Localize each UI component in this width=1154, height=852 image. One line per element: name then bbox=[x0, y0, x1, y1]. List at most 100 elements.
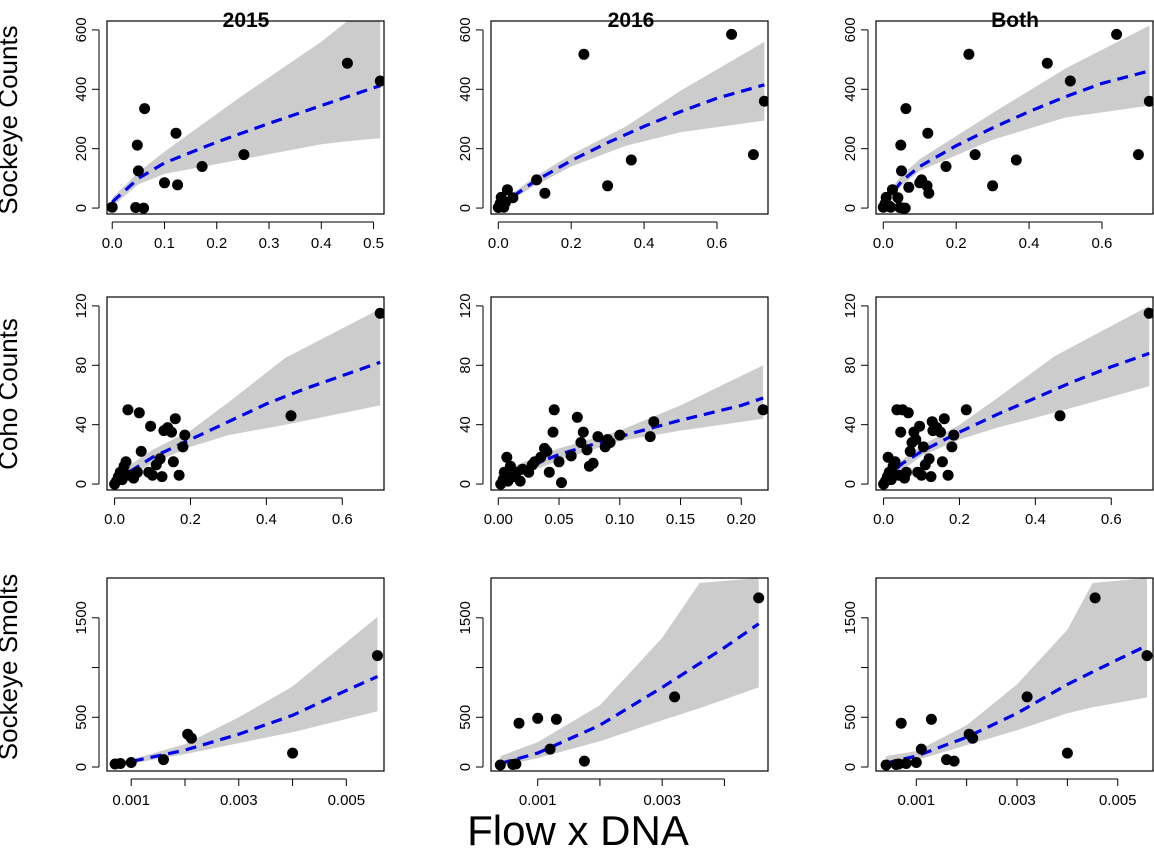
x-tick-label: 0.3 bbox=[259, 235, 280, 252]
data-point bbox=[587, 457, 599, 469]
plot-area bbox=[109, 616, 383, 770]
panel-coho-counts-2015: 0.0 0.2 0.4 0.6 0 40 80 120 bbox=[73, 293, 385, 528]
data-point bbox=[880, 191, 892, 203]
data-point bbox=[501, 184, 513, 196]
data-point bbox=[565, 450, 577, 462]
y-tick-label: 500 bbox=[842, 705, 859, 730]
data-point bbox=[967, 732, 979, 744]
x-tick-label: 0.20 bbox=[727, 511, 756, 528]
plot-area bbox=[494, 578, 765, 771]
y-tick-label: 0 bbox=[457, 763, 474, 771]
data-point bbox=[166, 426, 177, 438]
x-axis: 0.0 0.2 0.4 0.6 bbox=[104, 497, 353, 528]
y-tick-label: 40 bbox=[457, 416, 474, 433]
x-tick-label: 0.00 bbox=[484, 511, 513, 528]
data-point bbox=[1141, 650, 1153, 662]
fit-line bbox=[111, 84, 381, 204]
y-tick-label: 600 bbox=[457, 17, 474, 42]
data-point bbox=[556, 477, 567, 489]
data-point bbox=[1061, 747, 1073, 759]
data-point bbox=[914, 420, 926, 432]
y-tick-label: 80 bbox=[457, 357, 474, 374]
x-axis: 0.001 0.003 0.005 bbox=[112, 778, 365, 809]
x-tick-label: 0.0 bbox=[873, 511, 894, 528]
col-title-both: Both bbox=[991, 9, 1039, 32]
panel-frame bbox=[875, 296, 1154, 491]
y-tick-label: 0 bbox=[457, 204, 474, 212]
data-point bbox=[548, 404, 560, 416]
data-point bbox=[501, 451, 513, 463]
data-point bbox=[341, 57, 353, 69]
y-tick-label: 0 bbox=[73, 204, 90, 212]
x-tick-label: 0.2 bbox=[180, 511, 201, 528]
data-point bbox=[895, 426, 907, 438]
data-point bbox=[531, 174, 543, 186]
panel-frame bbox=[106, 577, 385, 772]
data-point bbox=[541, 445, 553, 457]
x-tick-label: 0.003 bbox=[643, 792, 681, 809]
y-tick-label: 1500 bbox=[457, 601, 474, 634]
data-point bbox=[185, 732, 197, 744]
data-point bbox=[1143, 95, 1153, 107]
data-point bbox=[892, 192, 904, 204]
x-tick-label: 0.4 bbox=[634, 235, 655, 252]
y-tick-label: 120 bbox=[73, 293, 90, 318]
x-tick-label: 0.003 bbox=[998, 792, 1036, 809]
data-point bbox=[145, 420, 157, 432]
data-point bbox=[1089, 592, 1101, 604]
y-tick-label: 0 bbox=[842, 763, 859, 771]
data-point bbox=[107, 201, 118, 213]
data-point bbox=[960, 404, 972, 416]
data-point bbox=[122, 404, 134, 416]
data-point bbox=[494, 759, 506, 771]
data-point bbox=[159, 177, 170, 189]
x-tick-label: 0.0 bbox=[104, 511, 125, 528]
x-tick-label: 0.05 bbox=[544, 511, 573, 528]
data-point bbox=[177, 441, 189, 453]
data-point bbox=[1143, 307, 1153, 319]
data-point bbox=[135, 445, 147, 457]
x-tick-label: 0.005 bbox=[1099, 792, 1137, 809]
y-tick-label: 500 bbox=[457, 705, 474, 730]
row-ylabel-sockeye-smolts: Sockeye Smolts bbox=[0, 574, 23, 760]
data-point bbox=[940, 161, 952, 172]
y-tick-label: 400 bbox=[457, 77, 474, 102]
x-axis: 0.0 0.2 0.4 0.6 bbox=[873, 221, 1112, 252]
confidence-band bbox=[886, 578, 1147, 766]
y-tick-label: 40 bbox=[842, 416, 859, 433]
data-point bbox=[1041, 57, 1053, 69]
data-point bbox=[969, 149, 981, 161]
x-axis: 0.001 0.003 bbox=[519, 778, 725, 809]
y-tick-label: 0 bbox=[842, 480, 859, 488]
data-point bbox=[900, 103, 912, 115]
data-point bbox=[910, 757, 922, 768]
data-point bbox=[1064, 75, 1076, 87]
data-point bbox=[895, 139, 907, 151]
x-axis: 0.0 0.2 0.4 0.6 bbox=[873, 497, 1122, 528]
data-point bbox=[899, 202, 911, 214]
y-axis: 0 500 1500 bbox=[73, 601, 100, 771]
data-point bbox=[886, 184, 898, 196]
x-axis-label: Flow x DNA bbox=[467, 807, 689, 852]
y-tick-label: 500 bbox=[73, 705, 90, 730]
fit-line bbox=[114, 675, 379, 766]
data-point bbox=[125, 757, 137, 768]
data-point bbox=[285, 410, 297, 422]
fit-line bbox=[885, 644, 1148, 765]
data-point bbox=[547, 426, 559, 438]
x-tick-label: 0.1 bbox=[154, 235, 175, 252]
y-tick-label: 400 bbox=[842, 77, 859, 102]
data-point bbox=[625, 154, 637, 166]
data-point bbox=[916, 469, 927, 481]
data-point bbox=[553, 456, 565, 468]
y-axis: 0 500 1500 bbox=[842, 601, 869, 771]
data-point bbox=[602, 180, 614, 192]
y-tick-label: 120 bbox=[842, 293, 859, 318]
confidence-band bbox=[115, 616, 378, 766]
x-tick-label: 0.4 bbox=[256, 511, 277, 528]
panel-frame bbox=[490, 20, 769, 215]
data-point bbox=[885, 201, 897, 213]
data-point bbox=[238, 149, 250, 161]
y-tick-label: 200 bbox=[457, 136, 474, 161]
